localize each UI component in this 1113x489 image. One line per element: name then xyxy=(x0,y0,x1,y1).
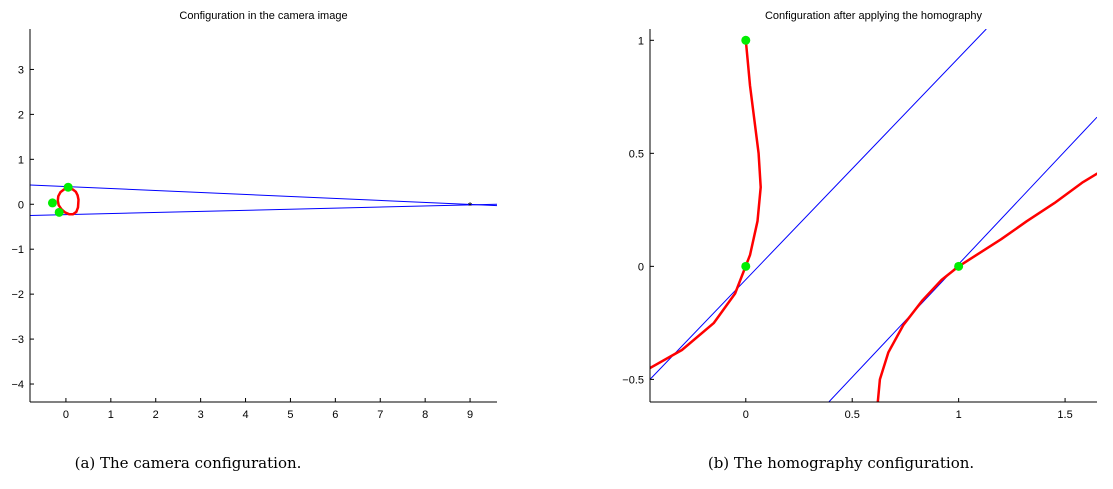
green-point xyxy=(741,261,751,271)
x-tick-label: 3 xyxy=(198,409,204,421)
x-tick-label: 5 xyxy=(287,409,293,421)
x-tick-label: 7 xyxy=(377,409,383,421)
blue-line xyxy=(30,203,497,216)
blue-line xyxy=(30,184,497,207)
y-tick-label: 1 xyxy=(638,35,644,47)
y-tick-label: 0 xyxy=(638,261,644,273)
y-tick-label: 0 xyxy=(18,199,24,211)
y-tick-label: −3 xyxy=(11,334,24,346)
blue-line xyxy=(828,116,1097,402)
x-tick-label: 1 xyxy=(956,409,962,421)
green-point xyxy=(741,35,751,45)
y-tick-label: 3 xyxy=(18,64,24,76)
y-tick-label: −4 xyxy=(11,379,24,391)
plot-area xyxy=(650,29,1097,402)
y-tick-label: 2 xyxy=(18,109,24,121)
chart-panel-b: Configuration after applying the homogra… xyxy=(622,10,1097,472)
blue-line xyxy=(650,29,987,380)
x-tick-label: 1 xyxy=(108,409,114,421)
plot-area: * xyxy=(30,182,497,217)
x-tick-label: 9 xyxy=(467,409,473,421)
red-conic-curve xyxy=(56,187,80,216)
chart-title: Configuration in the camera image xyxy=(179,10,347,22)
y-tick-label: 1 xyxy=(18,154,24,166)
green-point xyxy=(47,198,57,208)
chart-panel-a: Configuration in the camera image * 0 1 2 3 4 5… xyxy=(11,10,497,472)
y-tick-label: −0.5 xyxy=(622,374,644,386)
star-marker: * xyxy=(468,200,473,212)
chart-title: Configuration after applying the homogra… xyxy=(765,10,983,22)
y-tick-label: 0.5 xyxy=(629,148,644,160)
x-tick-label: 0.5 xyxy=(845,409,860,421)
x-tick-label: 2 xyxy=(153,409,159,421)
figure-caption: (b) The homography configuration. xyxy=(708,454,974,472)
y-tick-label: −2 xyxy=(11,289,24,301)
x-tick-label: 4 xyxy=(242,409,248,421)
y-tick-label: −1 xyxy=(11,244,24,256)
figure-caption: (a) The camera configuration. xyxy=(75,454,302,472)
x-tick-label: 0 xyxy=(743,409,749,421)
green-point xyxy=(63,182,73,192)
green-point xyxy=(954,261,964,271)
red-conic-curve xyxy=(650,39,762,370)
x-tick-label: 1.5 xyxy=(1057,409,1072,421)
x-tick-label: 8 xyxy=(422,409,428,421)
x-tick-label: 0 xyxy=(63,409,69,421)
green-point xyxy=(54,207,64,217)
red-conic-curve xyxy=(876,172,1097,402)
x-tick-label: 6 xyxy=(332,409,338,421)
